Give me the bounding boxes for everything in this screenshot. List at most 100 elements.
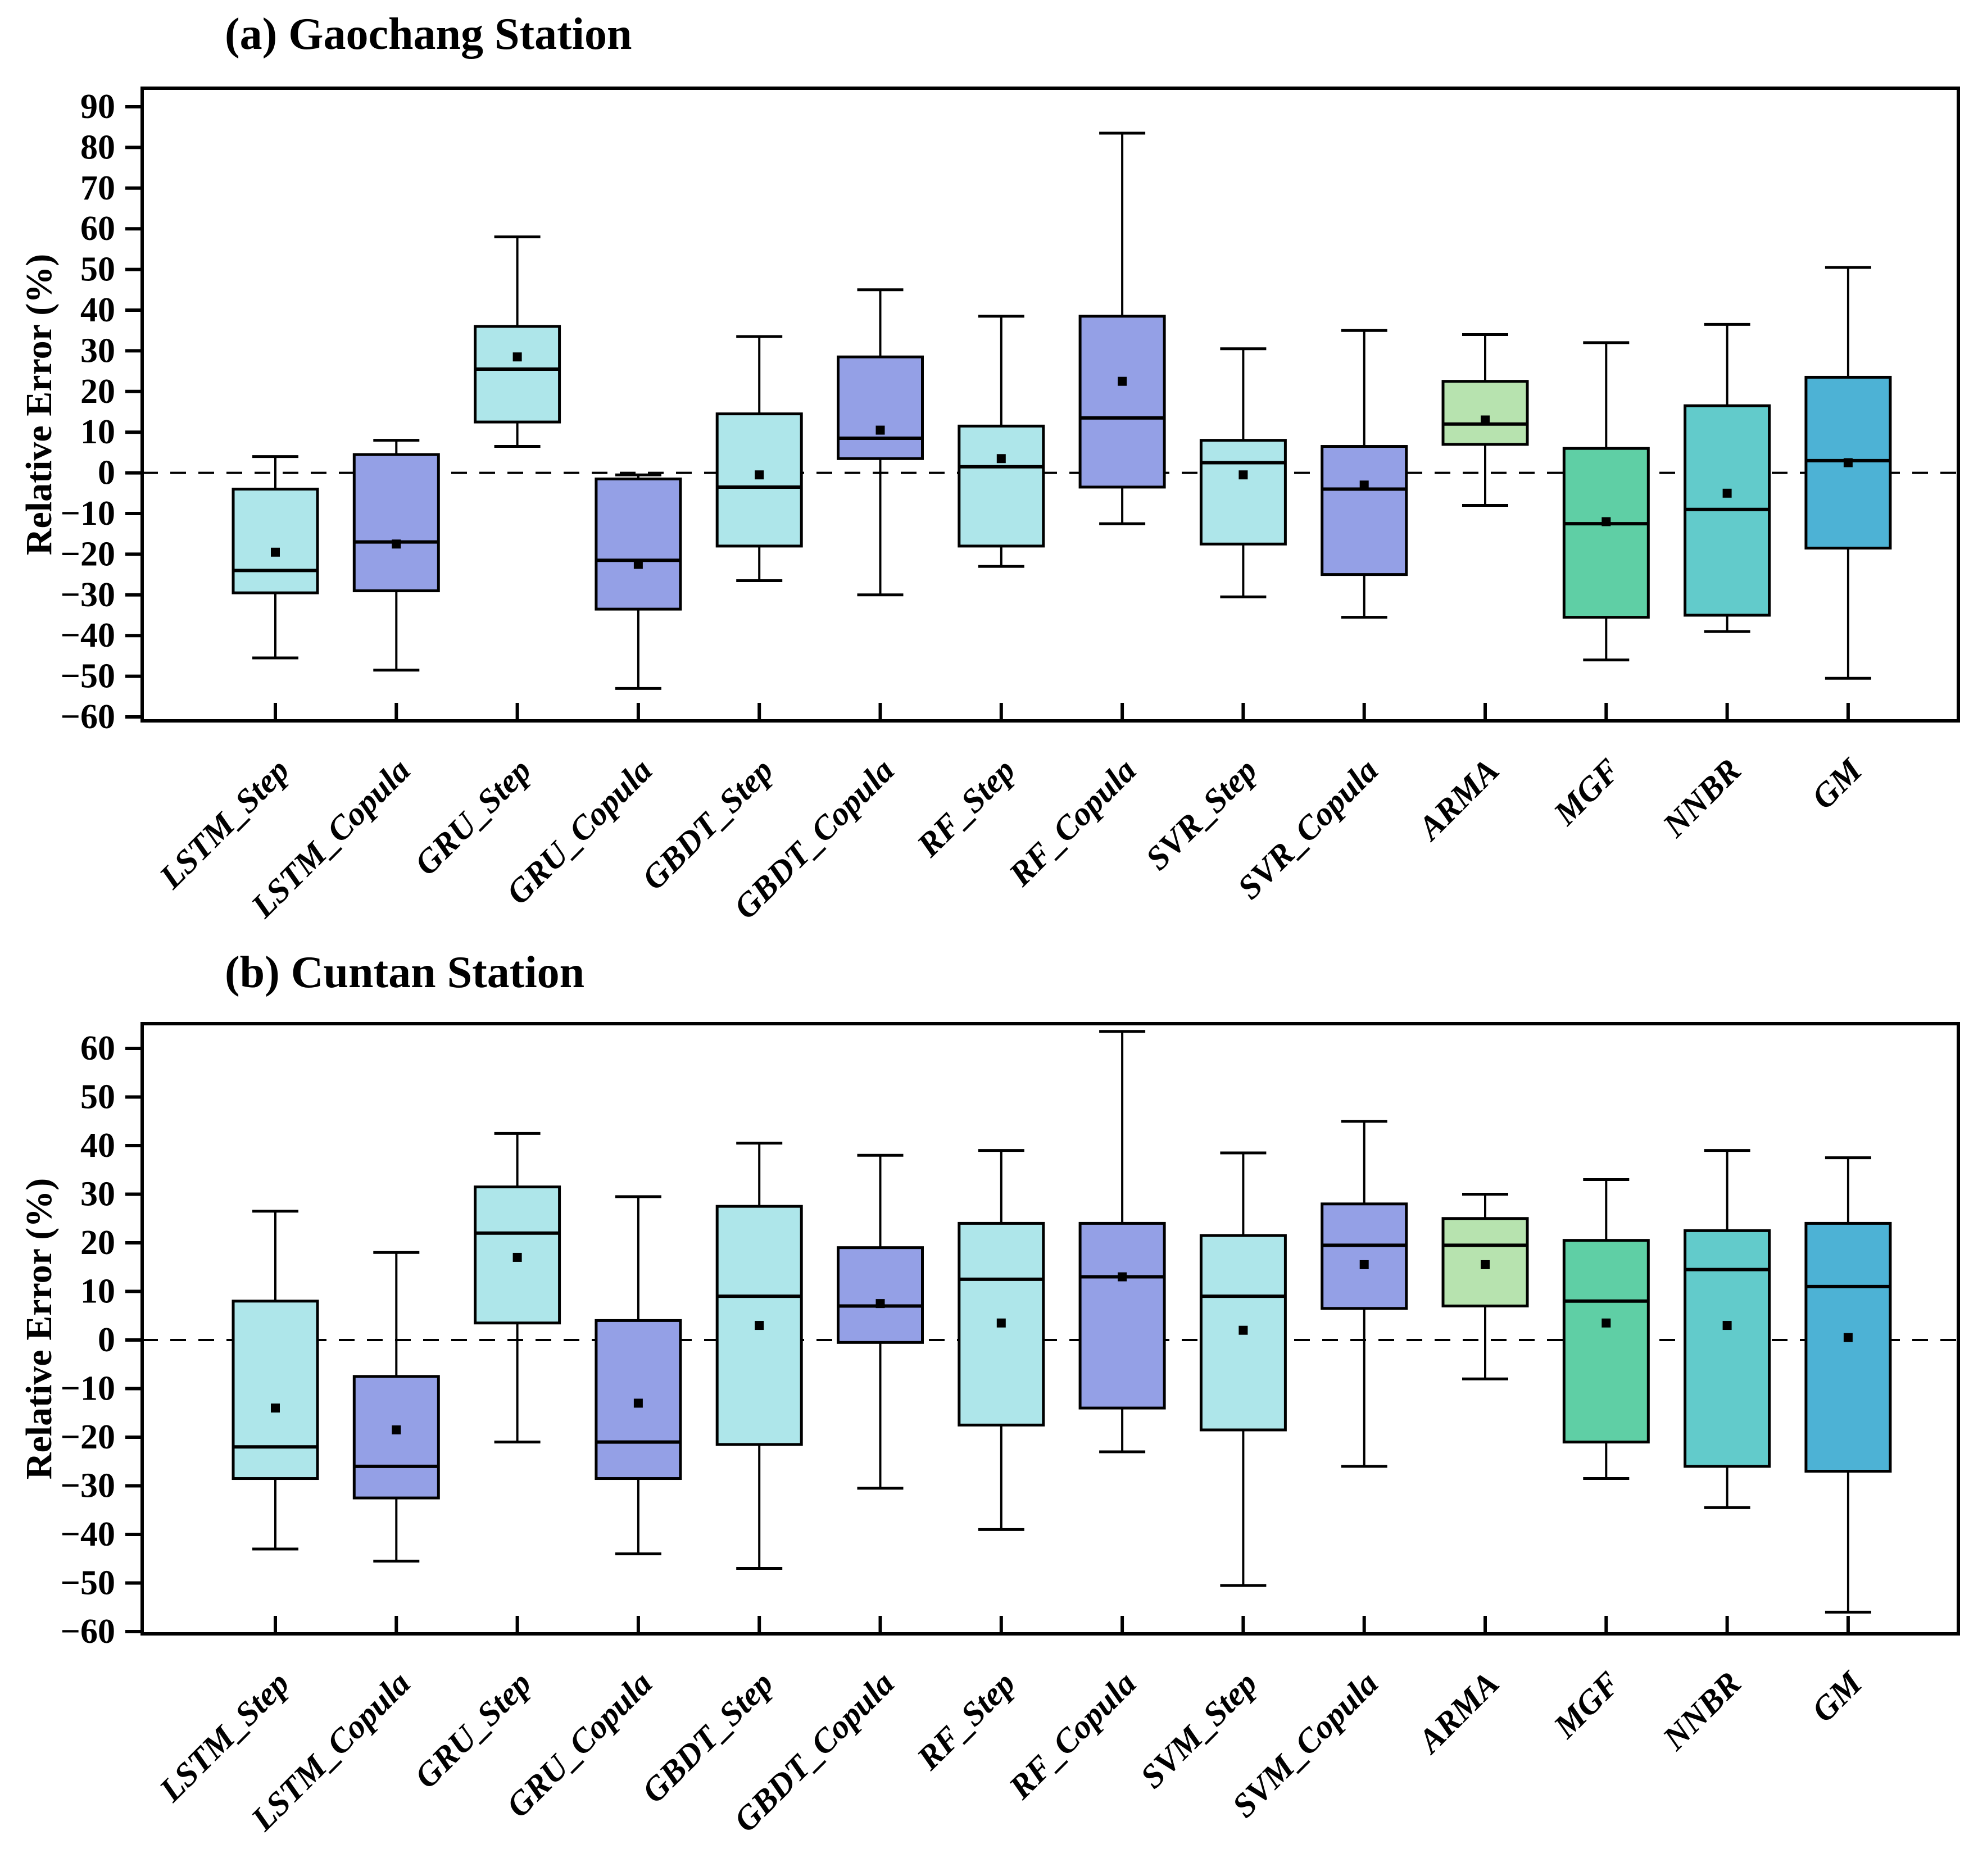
x-category-label: SVR_Step: [1138, 752, 1264, 878]
y-axis: −60 −50 −40 −30 −20 −10 0 10 20 30 40 50 60: [61, 1029, 142, 1651]
mean-marker: [271, 547, 280, 557]
box-LSTM_Copula: [352, 1251, 440, 1563]
panel-a-title: (a) Gaochang Station: [225, 10, 632, 59]
mean-marker: [1843, 1333, 1853, 1342]
box-LSTM_Copula: [352, 439, 440, 672]
iqr-box: [1321, 1202, 1408, 1310]
iqr-box: [1199, 439, 1287, 546]
box-RF_Step: [958, 315, 1045, 568]
mean-marker: [1722, 1321, 1732, 1330]
y-tick-label: −40: [61, 616, 115, 655]
mean-marker: [875, 1299, 885, 1309]
x-category-label: GM: [1804, 751, 1870, 816]
iqr-box: [1684, 1229, 1771, 1468]
box-LSTM_Step: [232, 1210, 319, 1551]
box-GBDT_Copula: [837, 1153, 924, 1490]
x-category-label: ARMA: [1409, 1665, 1506, 1761]
box-GBDT_Step: [715, 335, 803, 582]
mean-marker: [1481, 1260, 1490, 1269]
y-tick-label: 70: [80, 169, 115, 207]
mean-marker: [1602, 517, 1611, 526]
y-tick-label: −50: [61, 657, 115, 696]
plot-border: [140, 87, 1960, 723]
mean-marker: [633, 1398, 643, 1408]
x-category-label: RF_Copula: [1001, 1665, 1144, 1807]
x-category-label: GRU_Step: [407, 1665, 538, 1796]
box-SVR_Copula: [1321, 329, 1408, 619]
box-SVM_Copula: [1321, 1120, 1408, 1468]
mean-marker: [633, 560, 643, 569]
iqr-box: [1804, 1221, 1892, 1473]
mean-marker: [1359, 1260, 1369, 1269]
mean-marker: [512, 1252, 522, 1262]
box-LSTM_Step: [232, 455, 319, 660]
plot-border: [140, 1022, 1960, 1636]
y-tick-label: 20: [80, 373, 115, 411]
y-tick-label: 40: [80, 1126, 115, 1165]
iqr-box: [232, 488, 319, 594]
iqr-box: [715, 412, 803, 548]
box-GRU_Copula: [595, 1195, 682, 1556]
iqr-box: [232, 1300, 319, 1480]
y-tick-label: 90: [80, 88, 115, 126]
mean-marker: [875, 425, 885, 435]
iqr-box: [595, 477, 682, 611]
mean-marker: [1118, 1272, 1127, 1282]
mean-marker: [1602, 1318, 1611, 1328]
x-category-label: MGF: [1546, 1665, 1627, 1746]
box-NNBR: [1684, 1149, 1771, 1509]
mean-marker: [1722, 488, 1732, 498]
panel-b: −60−50−40−30−20−100102030405060LSTM_Step…: [61, 1022, 1960, 1839]
box-GBDT_Copula: [837, 288, 924, 597]
y-tick-label: −60: [61, 698, 115, 736]
box-GM: [1804, 1156, 1892, 1614]
box-RF_Copula: [1078, 131, 1166, 525]
y-tick-label: 10: [80, 413, 115, 451]
mean-marker: [996, 1318, 1006, 1328]
y-tick-label: −50: [61, 1564, 115, 1602]
mean-marker: [1843, 458, 1853, 467]
y-tick-label: 40: [80, 291, 115, 329]
iqr-box: [1078, 1221, 1166, 1410]
mean-marker: [1359, 480, 1369, 490]
iqr-box: [837, 355, 924, 460]
x-category-label: GRU_Step: [407, 752, 538, 883]
box-MGF: [1562, 1178, 1650, 1480]
y-tick-label: 30: [80, 1175, 115, 1214]
box-MGF: [1562, 341, 1650, 662]
box-GRU_Step: [474, 235, 561, 448]
x-category-label: SVM_Step: [1133, 1665, 1264, 1796]
box-ARMA: [1441, 1193, 1529, 1380]
box-GBDT_Step: [715, 1142, 803, 1570]
box-RF_Copula: [1078, 1030, 1166, 1453]
x-category-label: MGF: [1546, 752, 1627, 833]
x-category-label: ARMA: [1409, 752, 1506, 848]
mean-marker: [755, 1321, 764, 1330]
y-tick-label: 50: [80, 251, 115, 289]
mean-marker: [392, 539, 401, 549]
iqr-box: [352, 453, 440, 593]
mean-marker: [392, 1425, 401, 1435]
y-tick-label: 60: [80, 1029, 115, 1068]
iqr-box: [1321, 445, 1408, 576]
x-category-label: NNBR: [1655, 1665, 1748, 1757]
y-tick-label: 80: [80, 128, 115, 166]
y-tick-label: −20: [61, 535, 115, 573]
y-tick-label: −40: [61, 1515, 115, 1554]
box-GRU_Copula: [595, 473, 682, 690]
mean-marker: [271, 1403, 280, 1413]
x-category-label: RF_Step: [909, 752, 1022, 865]
y-tick-label: −20: [61, 1418, 115, 1456]
mean-marker: [1238, 470, 1248, 480]
mean-marker: [1118, 376, 1127, 386]
box-ARMA: [1441, 333, 1529, 507]
iqr-box: [1078, 315, 1166, 489]
iqr-box: [837, 1246, 924, 1344]
mean-marker: [755, 470, 764, 480]
y-tick-label: −30: [61, 576, 115, 614]
mean-marker: [512, 352, 522, 362]
x-category-label: RF_Step: [909, 1665, 1022, 1778]
